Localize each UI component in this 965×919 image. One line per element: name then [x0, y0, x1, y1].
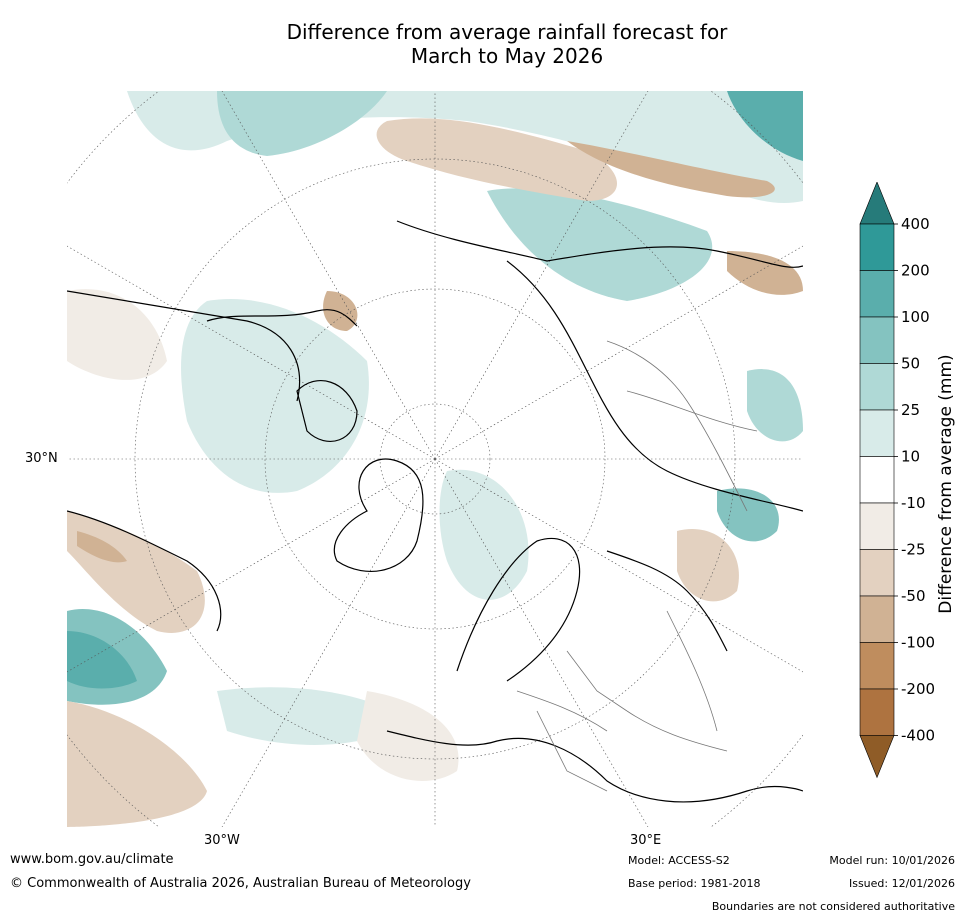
colorbar-bin	[859, 456, 895, 504]
colorbar-tick-label: 25	[901, 401, 920, 419]
colorbar-tick-label: -10	[901, 494, 926, 512]
colorbar: 400 200 100 50 25 10 -10 -25 -50 -100 -200 -400	[859, 182, 935, 779]
footer-model-run: Model run: 10/01/2026	[829, 854, 955, 867]
colorbar-bin-extend-min	[859, 735, 895, 779]
colorbar-bin	[859, 270, 895, 318]
footer-base-period: Base period: 1981-2018	[628, 877, 761, 890]
wetter-regions	[67, 91, 803, 745]
colorbar-bin	[859, 642, 895, 690]
colorbar-title: Difference from average (mm)	[936, 354, 956, 614]
colorbar-tick-label: -100	[901, 634, 935, 652]
colorbar-bin	[859, 595, 895, 643]
colorbar-bin	[859, 316, 895, 364]
title-line-1: Difference from average rainfall forecas…	[286, 20, 728, 44]
colorbar-bin	[859, 688, 895, 736]
footer-issued: Issued: 12/01/2026	[848, 877, 955, 890]
map-svg	[67, 91, 803, 827]
colorbar-bin-extend-max	[859, 182, 895, 225]
colorbar-bin	[859, 502, 895, 550]
footer-copyright: © Commonwealth of Australia 2026, Austra…	[10, 876, 471, 891]
colorbar-bin	[859, 409, 895, 457]
colorbar-tick-label: 10	[901, 448, 920, 466]
colorbar-bin	[859, 549, 895, 597]
title-line-2: March to May 2026	[410, 44, 604, 68]
coastlines	[67, 220, 803, 803]
colorbar-tick-label: -50	[901, 587, 926, 605]
colorbar-tick-label: -200	[901, 680, 935, 698]
colorbar-tick-label: -400	[901, 727, 935, 745]
colorbar-tick-label: 400	[901, 215, 930, 233]
footer-disclaimer: Boundaries are not considered authoritat…	[711, 900, 955, 913]
colorbar-tick-label: -25	[901, 541, 926, 559]
colorbar-bin	[859, 223, 895, 271]
drier-regions	[67, 118, 803, 827]
colorbar-tick-label: 200	[901, 262, 930, 280]
borders	[516, 340, 758, 792]
colorbar-bin	[859, 363, 895, 411]
footer-model: Model: ACCESS-S2	[628, 854, 730, 867]
footer-website[interactable]: www.bom.gov.au/climate	[10, 852, 174, 867]
chart-title: Difference from average rainfall forecas…	[0, 20, 965, 68]
lat-label-30n: 30°N	[25, 451, 58, 466]
colorbar-tick-label: 50	[901, 355, 920, 373]
colorbar-tick-label: 100	[901, 308, 930, 326]
graticule	[67, 91, 803, 827]
lon-label-30w: 30°W	[204, 833, 240, 848]
lon-label-30e: 30°E	[630, 833, 662, 848]
rainfall-anomaly-map	[67, 91, 803, 827]
